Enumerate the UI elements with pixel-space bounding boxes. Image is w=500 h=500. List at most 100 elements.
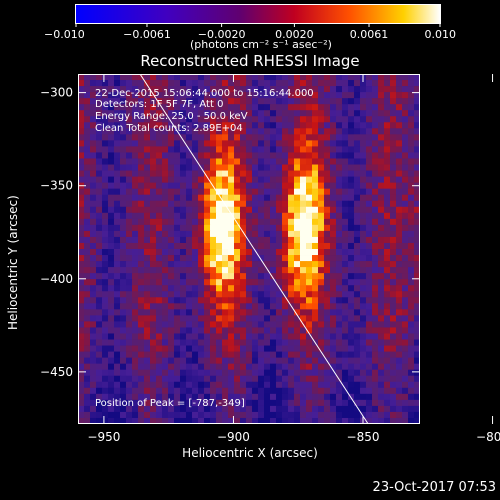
heatmap-cell [204, 387, 211, 395]
heatmap-cell [84, 405, 91, 413]
heatmap-cell [234, 74, 241, 81]
heatmap-cell [108, 303, 115, 310]
heatmap-cell [138, 242, 145, 250]
info-detectors: Detectors: 1F 5F 7F, Att 0 [95, 99, 224, 110]
heatmap-cell [126, 297, 133, 304]
heatmap-cell [228, 92, 235, 99]
heatmap-cell [360, 146, 367, 153]
heatmap-cell [414, 236, 420, 244]
heatmap-cell [84, 86, 91, 93]
heatmap-cell [264, 249, 271, 256]
heatmap-cell [348, 315, 355, 322]
heatmap-cell [78, 104, 85, 111]
heatmap-cell [348, 122, 355, 129]
heatmap-cell [300, 363, 307, 371]
heatmap-cell [198, 176, 205, 184]
heatmap-cell [390, 273, 397, 280]
heatmap-cell [276, 387, 283, 395]
heatmap-cell [408, 387, 415, 395]
heatmap-cell [402, 411, 409, 419]
heatmap-cell [156, 152, 163, 159]
heatmap-cell [204, 261, 211, 268]
heatmap-cell [264, 134, 271, 141]
heatmap-cell [258, 86, 265, 93]
heatmap-cell [168, 291, 175, 298]
heatmap-cell [204, 321, 211, 328]
heatmap-cell [258, 218, 265, 226]
heatmap-cell [240, 363, 247, 371]
heatmap-cell [294, 224, 301, 232]
heatmap-cell [306, 152, 313, 159]
heatmap-cell [150, 321, 157, 328]
heatmap-cell [156, 297, 163, 304]
heatmap-cell [126, 417, 133, 424]
heatmap-cell [138, 417, 145, 424]
heatmap-cell [408, 194, 415, 202]
heatmap-cell [390, 405, 397, 413]
heatmap-cell [288, 405, 295, 413]
heatmap-cell [408, 80, 415, 87]
heatmap-cell [390, 399, 397, 407]
heatmap-cell [264, 98, 271, 105]
heatmap-cell [396, 315, 403, 322]
heatmap-cell [342, 104, 349, 111]
heatmap-cell [252, 170, 259, 177]
heatmap-cell [108, 104, 115, 111]
heatmap-cell [156, 200, 163, 208]
heatmap-cell [270, 104, 277, 111]
heatmap-cell [258, 309, 265, 316]
heatmap-cell [270, 273, 277, 280]
heatmap-cell [156, 92, 163, 99]
heatmap-cell [360, 345, 367, 352]
heatmap-cell [408, 86, 415, 93]
heatmap-cell [264, 224, 271, 232]
heatmap-cell [318, 267, 325, 274]
heatmap-cell [402, 267, 409, 274]
heatmap-cell [402, 393, 409, 401]
heatmap-cell [198, 188, 205, 196]
heatmap-cell [240, 164, 247, 171]
heatmap-cell [186, 98, 193, 105]
heatmap-cell [318, 110, 325, 117]
heatmap-cell [342, 140, 349, 147]
heatmap-cell [288, 200, 295, 208]
heatmap-cell [132, 381, 139, 389]
heatmap-cell [360, 327, 367, 334]
heatmap-cell [288, 134, 295, 141]
heatmap-cell [252, 261, 259, 268]
heatmap-cell [270, 146, 277, 153]
heatmap-cell [282, 291, 289, 298]
heatmap-cell [144, 158, 151, 165]
heatmap-cell [120, 279, 127, 286]
heatmap-cell [276, 164, 283, 171]
heatmap-cell [270, 128, 277, 135]
heatmap-cell [222, 303, 229, 310]
info-energy-range: Energy Range: 25.0 - 50.0 keV [95, 111, 248, 122]
heatmap-cell [270, 387, 277, 395]
heatmap-cell [294, 273, 301, 280]
y-axis-label: Heliocentric Y (arcsec) [6, 195, 20, 330]
heatmap-cell [246, 357, 253, 365]
heatmap-cell [258, 249, 265, 256]
heatmap-cell [378, 74, 385, 81]
heatmap-cell [204, 170, 211, 177]
heatmap-cell [234, 164, 241, 171]
heatmap-cell [384, 363, 391, 371]
heatmap-cell [120, 393, 127, 401]
heatmap-cell [96, 200, 103, 208]
heatmap-cell [414, 351, 420, 359]
heatmap-cell [414, 164, 420, 171]
heatmap-cell [336, 333, 343, 340]
heatmap-cell [78, 158, 85, 165]
heatmap-cell [324, 158, 331, 165]
heatmap-cell [396, 393, 403, 401]
heatmap-cell [156, 212, 163, 220]
heatmap-cell [378, 327, 385, 334]
heatmap-cell [264, 345, 271, 352]
heatmap-cell [162, 387, 169, 395]
heatmap-cell [204, 164, 211, 171]
heatmap-cell [138, 387, 145, 395]
heatmap-cell [378, 218, 385, 226]
heatmap-cell [126, 176, 133, 184]
heatmap-cell [174, 224, 181, 232]
